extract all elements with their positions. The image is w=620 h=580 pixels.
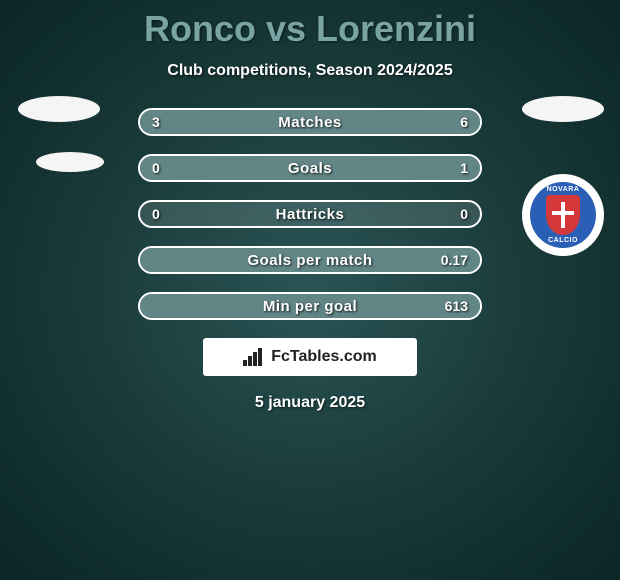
stat-value-right: 1 [460, 160, 468, 176]
stats-area: NOVARA CALCIO Matches36Goals01Hattricks0… [0, 108, 620, 320]
team-left-badge [18, 96, 98, 176]
crest-text-top: NOVARA [547, 186, 580, 193]
stat-value-right: 0 [460, 206, 468, 222]
stat-value-right: 613 [445, 298, 468, 314]
shield-icon [546, 195, 580, 235]
brand-badge: FcTables.com [203, 338, 417, 376]
placeholder-ellipse-icon [36, 152, 104, 172]
crest-text-bottom: CALCIO [548, 237, 578, 244]
stat-bars: Matches36Goals01Hattricks00Goals per mat… [138, 108, 482, 320]
stat-row: Matches3 6 [138, 108, 482, 136]
stat-value-right: 0.17 [441, 252, 468, 268]
infographic-container: Ronco vs Lorenzini Club competitions, Se… [0, 0, 620, 412]
stat-row: Hattricks0 0 [138, 200, 482, 228]
date-label: 5 january 2025 [0, 394, 620, 412]
club-crest-icon: NOVARA CALCIO [522, 174, 604, 256]
team-right-badge: NOVARA CALCIO [522, 96, 602, 176]
page-title: Ronco vs Lorenzini [0, 8, 620, 50]
stat-value-left: 0 [152, 160, 160, 176]
stat-label: Min per goal [140, 298, 480, 315]
stat-label: Matches [140, 114, 480, 131]
stat-value-left: 3 [152, 114, 160, 130]
stat-row: Min per goal613 [138, 292, 482, 320]
placeholder-ellipse-icon [18, 96, 100, 122]
brand-text: FcTables.com [271, 348, 377, 366]
bar-chart-icon [243, 348, 265, 366]
stat-value-left: 0 [152, 206, 160, 222]
stat-row: Goals0 1 [138, 154, 482, 182]
stat-label: Hattricks [140, 206, 480, 223]
stat-label: Goals [140, 160, 480, 177]
stat-value-right: 6 [460, 114, 468, 130]
stat-label: Goals per match [140, 252, 480, 269]
stat-row: Goals per match0.17 [138, 246, 482, 274]
subtitle: Club competitions, Season 2024/2025 [0, 62, 620, 80]
placeholder-ellipse-icon [522, 96, 604, 122]
